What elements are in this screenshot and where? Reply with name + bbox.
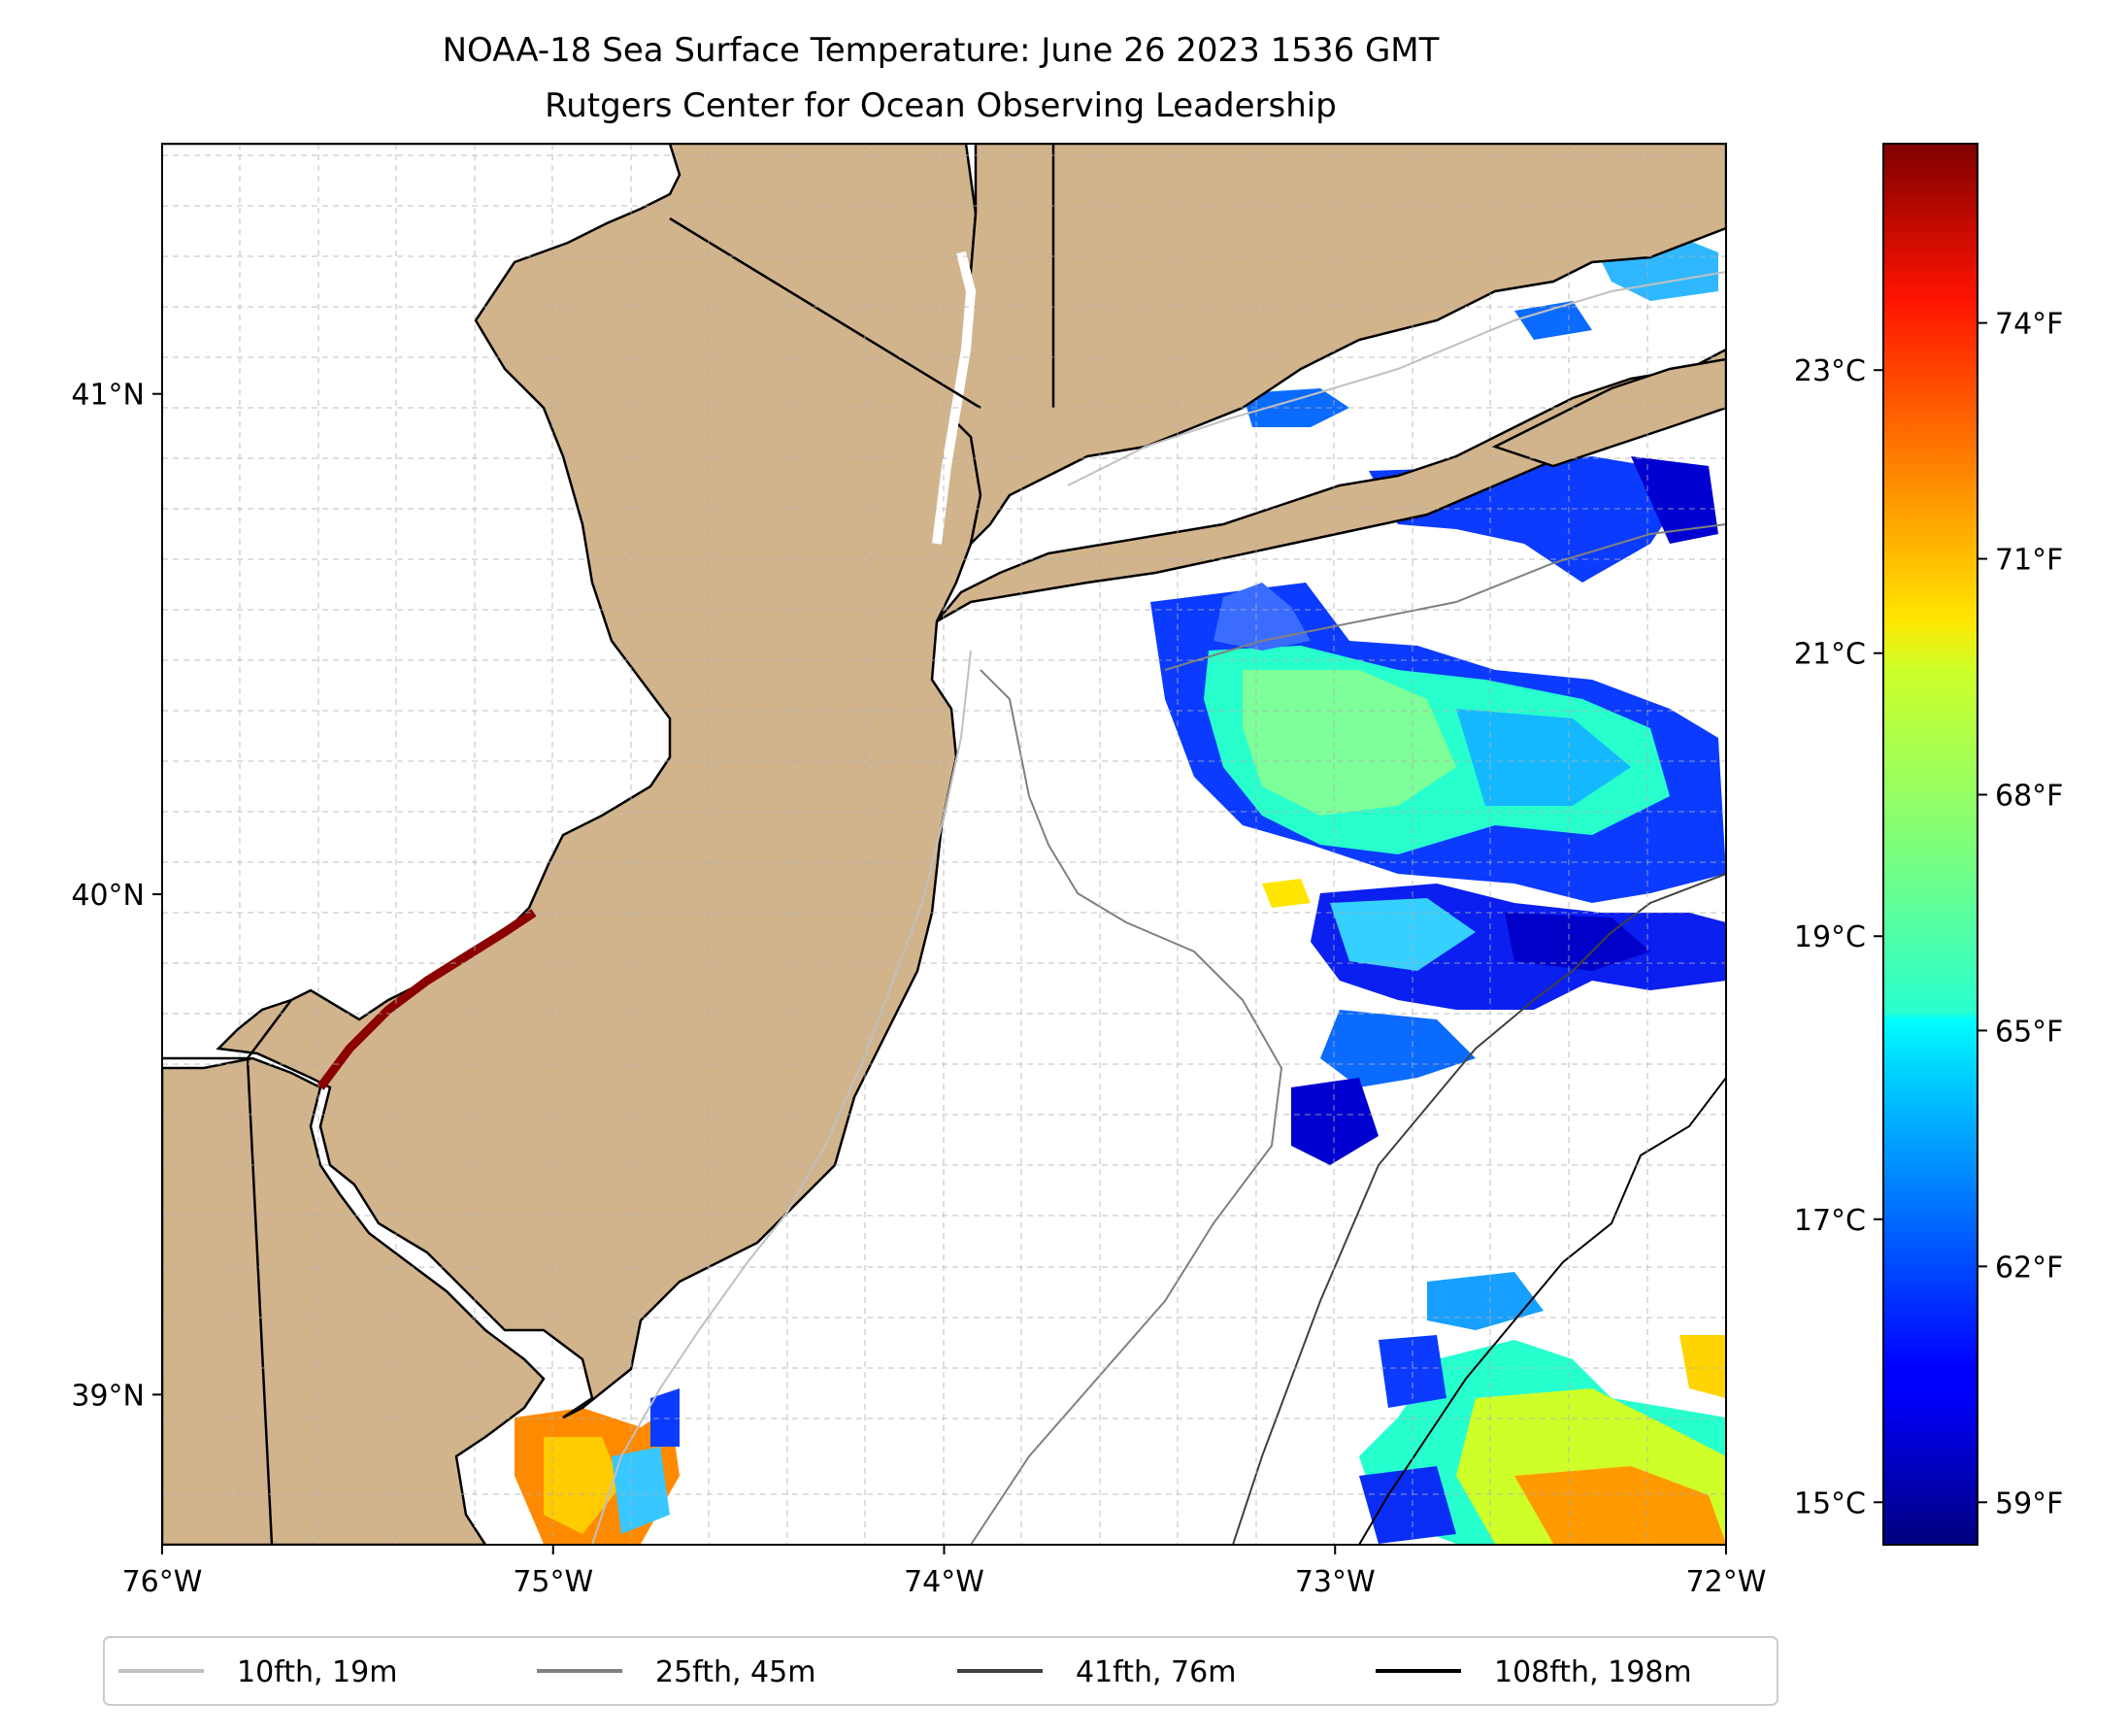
legend-label: 41fth, 76m — [1076, 1655, 1236, 1689]
map-area — [162, 144, 1726, 1545]
legend-label: 108fth, 198m — [1494, 1655, 1692, 1689]
y-tick-label: 40°N — [71, 879, 145, 913]
land-east-tip — [1491, 357, 1726, 468]
y-axis: 39°N 40°N 41°N — [71, 379, 162, 1413]
hudson-river — [932, 250, 977, 545]
colorbar-celsius-label: 15°C — [1794, 1486, 1866, 1520]
delaware-river — [316, 909, 537, 1090]
y-tick-label: 41°N — [71, 379, 145, 413]
x-tick-label: 74°W — [904, 1565, 984, 1599]
colorbar-celsius-axis: 15°C 17°C 19°C 21°C 23°C — [1794, 354, 1883, 1520]
land-long-island — [936, 348, 1726, 623]
colorbar-celsius-label: 19°C — [1794, 920, 1866, 954]
x-tick-label: 72°W — [1686, 1565, 1767, 1599]
colorbar: 15°C 17°C 19°C 21°C 23°C 59°F 62°F 65°F 68°F 71°… — [1794, 143, 2063, 1546]
land-northeast — [949, 144, 1726, 548]
legend-label: 10fth, 19m — [237, 1655, 397, 1689]
colorbar-gradient — [1882, 143, 1978, 1546]
bathymetry-contours — [591, 271, 1726, 1545]
x-tick-label: 75°W — [513, 1565, 593, 1599]
colorbar-celsius-label: 17°C — [1794, 1204, 1866, 1238]
colorbar-fahrenheit-label: 62°F — [1995, 1251, 2063, 1285]
title-line-2: Rutgers Center for Ocean Observing Leade… — [545, 86, 1337, 125]
colorbar-fahrenheit-label: 68°F — [1995, 779, 2063, 813]
x-tick-label: 73°W — [1295, 1565, 1376, 1599]
colorbar-fahrenheit-label: 59°F — [1995, 1486, 2063, 1520]
land-delmarva — [162, 1056, 546, 1545]
sst-field — [515, 233, 1726, 1544]
legend-box — [103, 1636, 1778, 1706]
x-axis: 76°W 75°W 74°W 73°W 72°W — [122, 1545, 1767, 1599]
colorbar-fahrenheit-label: 65°F — [1995, 1015, 2063, 1049]
y-tick-label: 39°N — [71, 1379, 145, 1413]
legend: 10fth, 19m 25fth, 45m 41fth, 76m 108fth, 19… — [103, 1636, 1778, 1706]
colorbar-celsius-label: 21°C — [1794, 638, 1866, 672]
state-borders — [162, 144, 1055, 1545]
title-line-1: NOAA-18 Sea Surface Temperature: June 26… — [443, 31, 1440, 70]
colorbar-celsius-label: 23°C — [1794, 354, 1866, 388]
graticule — [162, 144, 1726, 1545]
x-tick-label: 76°W — [122, 1565, 203, 1599]
colorbar-fahrenheit-label: 71°F — [1995, 544, 2063, 578]
legend-label: 25fth, 45m — [655, 1655, 815, 1689]
colorbar-fahrenheit-axis: 59°F 62°F 65°F 68°F 71°F 74°F — [1977, 308, 2063, 1520]
colorbar-fahrenheit-label: 74°F — [1995, 308, 2063, 342]
